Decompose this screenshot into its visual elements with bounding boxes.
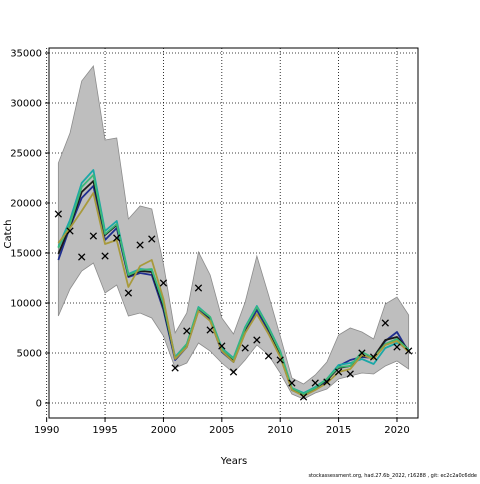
- observed-point-26: [358, 349, 366, 357]
- observed-point-23: [323, 378, 331, 386]
- observed-point-7: [136, 241, 144, 249]
- y-tick-label-5: 25000: [10, 149, 42, 160]
- observed-point-19: [276, 356, 284, 364]
- x-tick-label-1: 1995: [92, 425, 117, 436]
- y-tick-label-3: 15000: [10, 249, 42, 260]
- observed-point-24: [334, 368, 343, 376]
- y-tick-label-2: 10000: [10, 299, 42, 310]
- y-tick-label-1: 5000: [17, 349, 42, 360]
- y-tick-label-4: 20000: [10, 199, 42, 210]
- series-layer: [57, 169, 410, 397]
- series-line-4: [57, 192, 410, 397]
- observed-point-10: [171, 364, 179, 372]
- observed-point-9: [159, 279, 168, 287]
- x-tick-label-0: 1990: [34, 425, 59, 436]
- confidence-band-layer: [57, 65, 410, 400]
- observed-point-2: [78, 253, 86, 261]
- observed-point-21: [299, 393, 308, 401]
- observed-point-13: [206, 326, 214, 334]
- observed-point-28: [381, 319, 389, 327]
- x-tick-label-3: 2005: [209, 425, 234, 436]
- axes-layer: [48, 47, 419, 419]
- observed-point-15: [229, 368, 238, 376]
- observed-point-16: [241, 344, 249, 352]
- observed-point-3: [89, 232, 98, 240]
- observed-point-12: [194, 284, 203, 292]
- x-axis-label: Years: [220, 456, 247, 467]
- plot-frame: [48, 47, 419, 419]
- y-tick-label-7: 35000: [10, 49, 42, 60]
- observed-point-18: [264, 352, 273, 360]
- x-tick-label-4: 2010: [267, 425, 292, 436]
- observed-point-1: [66, 227, 74, 235]
- observed-point-30: [404, 347, 413, 355]
- observed-points-layer: [54, 210, 413, 401]
- y-axis-label: Catch: [3, 220, 14, 249]
- observed-point-22: [311, 379, 319, 387]
- observed-point-0: [54, 210, 63, 218]
- observed-point-11: [183, 327, 191, 335]
- observed-point-27: [369, 353, 378, 361]
- confidence-band: [57, 65, 410, 400]
- x-tick-label-5: 2015: [326, 425, 351, 436]
- observed-point-8: [148, 235, 156, 243]
- x-tick-label-6: 2020: [384, 425, 409, 436]
- observed-point-6: [124, 289, 133, 297]
- y-tick-label-6: 30000: [10, 99, 42, 110]
- observed-point-17: [253, 336, 261, 344]
- observed-point-29: [393, 343, 401, 351]
- observed-point-25: [346, 370, 354, 378]
- series-line-3: [57, 174, 410, 395]
- y-tick-label-0: 0: [36, 399, 42, 410]
- observed-point-5: [113, 234, 121, 242]
- observed-point-4: [101, 252, 109, 260]
- observed-point-14: [218, 342, 226, 350]
- ticks-layer: 1990 1995 2000 2005 2010 2015 2020 0 5000 10000 15…: [10, 49, 410, 437]
- observed-point-20: [288, 379, 296, 387]
- footer-credit: stockassessment.org, had.27.6b_2022, r16…: [308, 473, 477, 479]
- x-tick-label-2: 2000: [151, 425, 176, 436]
